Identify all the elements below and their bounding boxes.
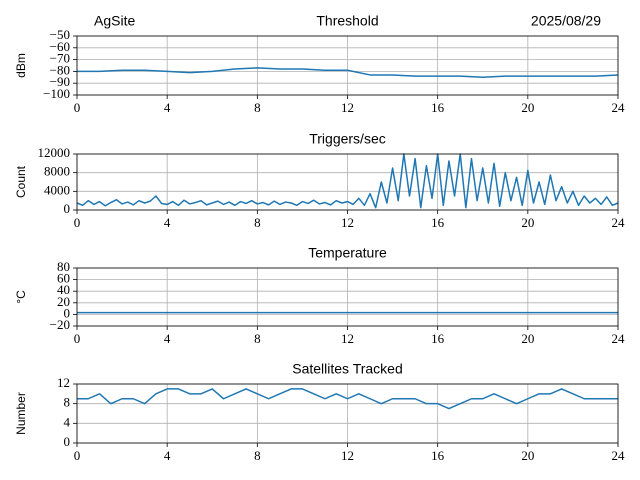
date-label: 2025/08/29 [531, 13, 601, 29]
y-tick-label: 4 [64, 414, 71, 429]
y-tick-label: 4000 [44, 182, 70, 197]
x-tick-label: 8 [254, 100, 261, 115]
x-tick-label: 16 [431, 100, 445, 115]
chart-title: Triggers/sec [309, 131, 386, 147]
x-tick-label: 12 [341, 448, 354, 463]
y-tick-label: 0 [64, 201, 71, 216]
x-tick-label: 20 [521, 100, 534, 115]
x-tick-label: 16 [431, 331, 445, 346]
x-tick-label: 20 [521, 215, 534, 230]
y-tick-label: 60 [57, 271, 70, 286]
y-axis-label: dBm [14, 53, 28, 78]
y-tick-label: 12000 [38, 145, 71, 160]
y-tick-label: 0 [64, 434, 71, 449]
x-tick-label: 4 [164, 331, 171, 346]
y-tick-label: −90 [50, 74, 70, 89]
x-tick-label: 24 [612, 100, 626, 115]
x-tick-label: 12 [341, 331, 354, 346]
y-axis-label: Count [14, 165, 28, 198]
y-tick-label: −70 [50, 51, 70, 66]
y-tick-label: −60 [50, 39, 70, 54]
x-tick-label: 12 [341, 215, 354, 230]
x-tick-label: 4 [164, 448, 171, 463]
x-tick-label: 0 [74, 215, 81, 230]
chart-title: Satellites Tracked [292, 361, 403, 377]
y-tick-label: −50 [50, 27, 70, 42]
x-tick-label: 8 [254, 331, 261, 346]
y-tick-label: 0 [64, 305, 71, 320]
y-tick-label: 40 [57, 282, 70, 297]
y-tick-label: 80 [57, 259, 70, 274]
y-tick-label: −20 [50, 317, 70, 332]
data-line [77, 67, 619, 79]
x-tick-label: 0 [74, 331, 81, 346]
y-tick-label: −80 [50, 62, 70, 77]
x-tick-label: 20 [521, 331, 534, 346]
y-tick-label: 8000 [44, 164, 70, 179]
y-tick-label: 8 [64, 395, 71, 410]
y-axis-label: Number [14, 392, 28, 435]
y-tick-label: 12 [57, 375, 70, 390]
x-tick-label: 0 [74, 448, 81, 463]
x-tick-label: 24 [612, 215, 626, 230]
data-line [77, 388, 618, 410]
x-tick-label: 20 [521, 448, 534, 463]
x-tick-label: 8 [254, 448, 261, 463]
chart-title: Temperature [308, 245, 387, 261]
y-tick-label: 20 [57, 294, 70, 309]
x-tick-label: 8 [254, 215, 261, 230]
x-tick-label: 4 [164, 215, 171, 230]
y-axis-label: °C [14, 290, 28, 304]
x-tick-label: 0 [74, 100, 81, 115]
x-tick-label: 24 [612, 331, 626, 346]
chart-title: Threshold [316, 13, 378, 29]
axes-frame [76, 153, 619, 211]
site-name: AgSite [94, 13, 135, 29]
x-tick-label: 16 [431, 215, 445, 230]
axes-frame [76, 35, 619, 96]
x-tick-label: 12 [341, 100, 354, 115]
y-tick-label: −100 [43, 86, 70, 101]
data-line [76, 153, 619, 209]
axes-frame [76, 267, 619, 327]
x-tick-label: 16 [431, 448, 445, 463]
x-tick-label: 24 [612, 448, 626, 463]
x-tick-label: 4 [164, 100, 171, 115]
axes-frame [76, 383, 619, 444]
